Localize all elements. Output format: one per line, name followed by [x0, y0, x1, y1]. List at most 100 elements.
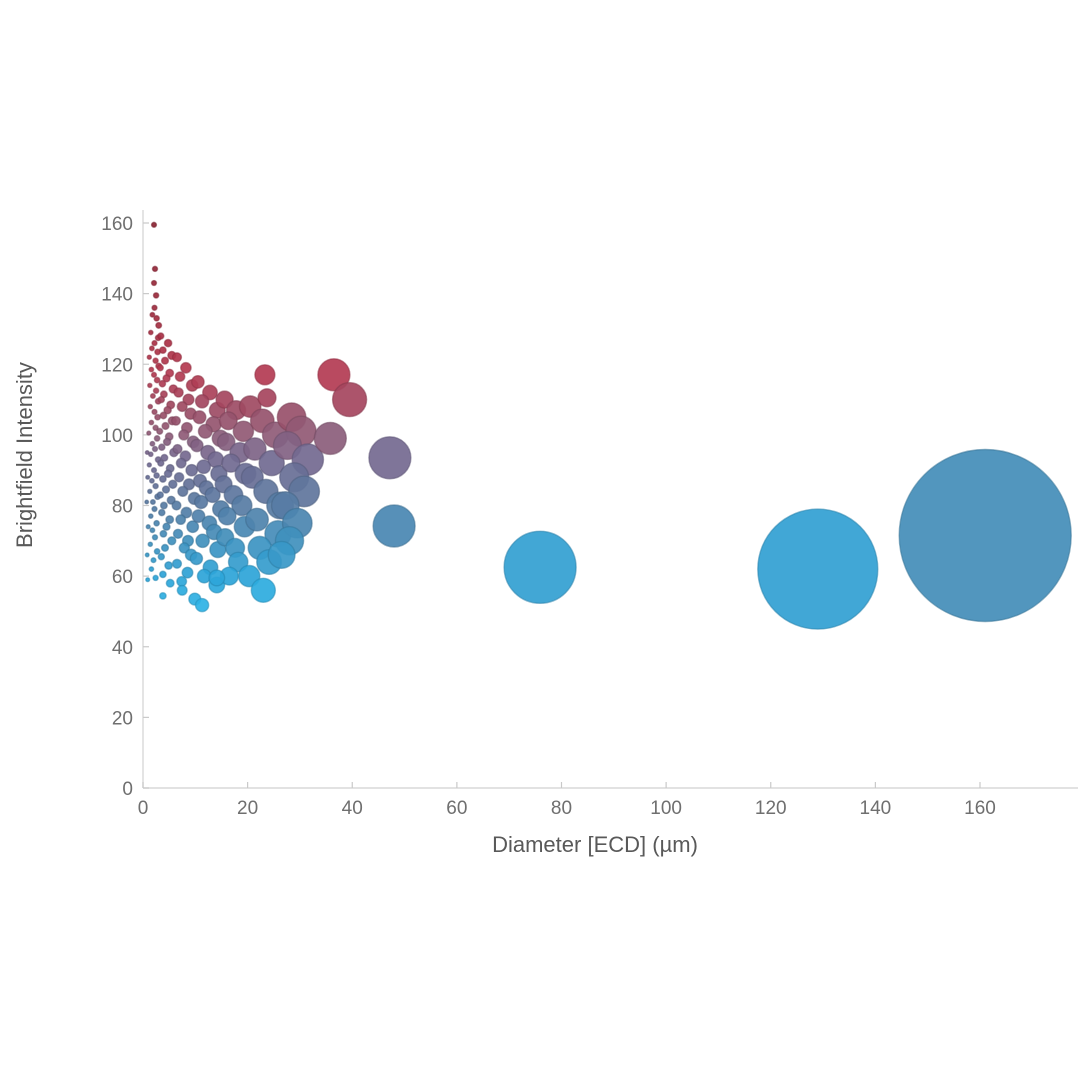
- data-point: [149, 498, 156, 506]
- data-point: [158, 346, 167, 355]
- data-point: [191, 509, 206, 524]
- data-point: [158, 570, 167, 579]
- data-point: [165, 515, 175, 525]
- data-point: [148, 419, 155, 426]
- data-point: [159, 411, 168, 420]
- data-point: [170, 415, 182, 426]
- y-tick-label: 80: [112, 497, 133, 518]
- axis-titles: Diameter [ECD] (µm) Brightfield Intensit…: [12, 362, 698, 857]
- data-point: [372, 504, 416, 548]
- data-point: [160, 453, 169, 462]
- data-point: [153, 547, 161, 555]
- x-axis-title: Diameter [ECD] (µm): [492, 832, 698, 857]
- y-axis-title: Brightfield Intensity: [12, 362, 37, 548]
- data-point: [163, 338, 173, 348]
- data-point: [152, 357, 159, 364]
- x-tick-label: 60: [446, 798, 467, 819]
- data-point: [218, 411, 238, 431]
- data-point: [172, 443, 183, 455]
- points-layer: [144, 221, 1072, 630]
- x-tick-label: 80: [551, 798, 572, 819]
- data-point: [144, 449, 150, 456]
- x-tick-label: 140: [860, 798, 892, 819]
- data-point: [158, 475, 167, 483]
- data-point: [156, 491, 164, 499]
- data-point: [185, 463, 199, 477]
- data-point: [313, 421, 347, 456]
- data-point: [189, 551, 204, 566]
- data-point: [150, 371, 158, 378]
- x-tick-label: 120: [755, 798, 787, 819]
- data-point: [162, 522, 171, 531]
- data-point: [162, 374, 171, 383]
- data-point: [171, 558, 183, 569]
- data-point: [165, 578, 175, 588]
- data-point: [177, 485, 189, 498]
- data-point: [150, 221, 158, 228]
- data-point: [168, 479, 178, 490]
- data-point: [157, 332, 165, 340]
- data-point: [151, 304, 158, 311]
- data-point: [146, 462, 153, 468]
- data-point: [159, 501, 168, 510]
- data-point: [148, 345, 155, 352]
- data-point: [175, 457, 187, 469]
- data-point: [156, 427, 164, 435]
- data-point: [153, 519, 160, 527]
- y-tick-label: 20: [112, 708, 133, 729]
- data-point: [153, 434, 161, 442]
- data-point: [197, 423, 213, 439]
- data-point: [267, 540, 296, 570]
- data-point: [150, 467, 158, 474]
- data-point: [173, 471, 185, 483]
- data-point: [149, 527, 156, 534]
- data-point: [193, 494, 209, 510]
- data-point: [153, 376, 161, 384]
- data-point: [217, 506, 237, 526]
- data-point: [151, 339, 158, 347]
- data-point: [146, 430, 152, 436]
- data-point: [148, 566, 155, 573]
- data-point: [149, 440, 156, 447]
- y-tick-label: 120: [101, 355, 133, 376]
- data-point: [147, 329, 154, 336]
- data-point: [157, 508, 166, 517]
- data-point: [149, 392, 156, 400]
- data-point: [147, 382, 153, 389]
- y-tick-label: 0: [122, 779, 133, 800]
- data-point: [243, 437, 267, 461]
- data-point: [898, 448, 1072, 623]
- data-point: [317, 358, 351, 392]
- data-point: [176, 401, 188, 413]
- data-point: [162, 437, 172, 447]
- data-point: [152, 482, 159, 490]
- data-point: [216, 432, 236, 452]
- data-point: [157, 552, 166, 561]
- data-point: [232, 420, 255, 443]
- data-point: [160, 356, 170, 365]
- data-point: [153, 314, 160, 322]
- data-point: [182, 393, 195, 406]
- data-point: [173, 387, 184, 398]
- data-point: [250, 577, 276, 603]
- data-point: [174, 371, 186, 382]
- data-point: [155, 321, 163, 329]
- data-point: [171, 500, 182, 511]
- data-point: [147, 403, 154, 410]
- data-point: [147, 513, 154, 519]
- x-tick-label: 20: [237, 798, 258, 819]
- y-tick-label: 140: [101, 285, 133, 306]
- data-point: [146, 354, 153, 360]
- data-point: [190, 438, 204, 453]
- data-point: [208, 569, 226, 587]
- axes-layer: 0 20 40 60 80 100 120 140 160 0 20 40 60 80 100 120 140 1…: [101, 210, 1078, 819]
- data-point: [180, 361, 192, 374]
- data-point: [194, 597, 210, 613]
- data-point: [331, 381, 368, 418]
- data-point: [167, 536, 177, 546]
- data-point: [192, 410, 207, 425]
- data-point: [151, 534, 159, 541]
- y-tick-label: 160: [101, 214, 133, 235]
